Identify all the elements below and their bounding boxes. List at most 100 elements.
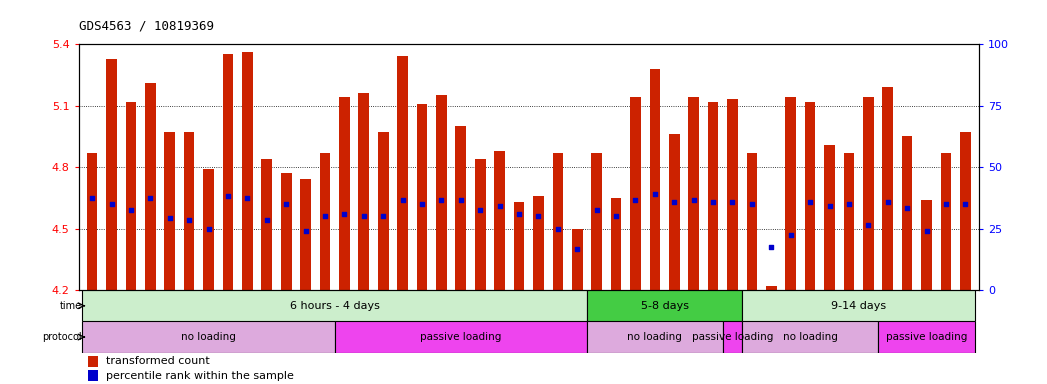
Bar [785, 98, 796, 290]
Bar [106, 58, 117, 290]
Text: protocol: protocol [42, 332, 82, 342]
Text: 5-8 days: 5-8 days [641, 301, 689, 311]
Point [472, 207, 489, 213]
Point [686, 197, 703, 203]
Point [957, 201, 974, 207]
Point [569, 246, 585, 252]
Bar [688, 98, 699, 290]
Point [491, 203, 508, 209]
Bar [553, 153, 563, 290]
Bar [742, 290, 975, 321]
Bar [417, 104, 427, 290]
Point [627, 197, 644, 203]
Text: GDS4563 / 10819369: GDS4563 / 10819369 [79, 20, 214, 33]
Point [588, 207, 605, 213]
Bar [475, 159, 486, 290]
Text: percentile rank within the sample: percentile rank within the sample [106, 371, 293, 381]
Text: transformed count: transformed count [106, 356, 209, 366]
Bar [262, 159, 272, 290]
Point [937, 201, 954, 207]
Bar [722, 321, 742, 353]
Bar [878, 321, 975, 353]
Bar [649, 69, 661, 290]
Bar [358, 93, 370, 290]
Point [646, 191, 663, 197]
Bar [592, 153, 602, 290]
Bar [300, 179, 311, 290]
Text: passive loading: passive loading [692, 332, 773, 342]
Text: no loading: no loading [783, 332, 838, 342]
Point [220, 193, 237, 199]
Point [122, 207, 139, 213]
Point [511, 211, 528, 217]
Bar [742, 321, 878, 353]
Point [395, 197, 411, 203]
Bar [223, 55, 233, 290]
Point [104, 201, 120, 207]
Point [763, 244, 780, 250]
Bar [630, 98, 641, 290]
Bar [164, 132, 175, 290]
Bar [83, 290, 587, 321]
Bar [126, 101, 136, 290]
Point [316, 213, 333, 219]
Point [860, 222, 876, 228]
Point [607, 213, 624, 219]
Bar [494, 151, 505, 290]
Bar [378, 132, 388, 290]
Bar [805, 101, 816, 290]
Point [161, 215, 178, 222]
Text: no loading: no loading [181, 332, 236, 342]
Bar [88, 356, 98, 367]
Bar [766, 286, 777, 290]
Point [239, 195, 255, 201]
Point [181, 217, 198, 223]
Point [550, 225, 566, 232]
Point [336, 211, 353, 217]
Point [879, 199, 896, 205]
Point [414, 201, 430, 207]
Bar [83, 321, 335, 353]
Text: 6 hours - 4 days: 6 hours - 4 days [290, 301, 380, 311]
Bar [610, 198, 622, 290]
Bar [960, 132, 971, 290]
Text: 9-14 days: 9-14 days [831, 301, 886, 311]
Bar [514, 202, 525, 290]
Bar [921, 200, 932, 290]
Bar [144, 83, 156, 290]
Point [259, 217, 275, 223]
Point [743, 201, 760, 207]
Bar [587, 290, 742, 321]
Point [452, 197, 469, 203]
Point [666, 199, 683, 205]
Bar [708, 101, 718, 290]
Point [802, 199, 819, 205]
Text: passive loading: passive loading [420, 332, 502, 342]
Bar [335, 321, 587, 353]
Point [433, 197, 450, 203]
Bar [669, 134, 680, 290]
Point [142, 195, 159, 201]
Text: time: time [60, 301, 82, 311]
Point [277, 201, 294, 207]
Bar [319, 153, 330, 290]
Point [841, 201, 857, 207]
Bar [844, 153, 854, 290]
Bar [747, 153, 757, 290]
Point [297, 228, 314, 234]
Bar [728, 99, 738, 290]
Bar [824, 145, 834, 290]
Bar [339, 98, 350, 290]
Bar [901, 136, 913, 290]
Text: passive loading: passive loading [886, 332, 967, 342]
Bar [940, 153, 952, 290]
Point [355, 213, 372, 219]
Point [918, 228, 935, 234]
Point [782, 232, 799, 238]
Bar [203, 169, 214, 290]
Point [725, 199, 741, 205]
Bar [587, 321, 722, 353]
Bar [88, 370, 98, 381]
Bar [242, 52, 252, 290]
Point [530, 213, 547, 219]
